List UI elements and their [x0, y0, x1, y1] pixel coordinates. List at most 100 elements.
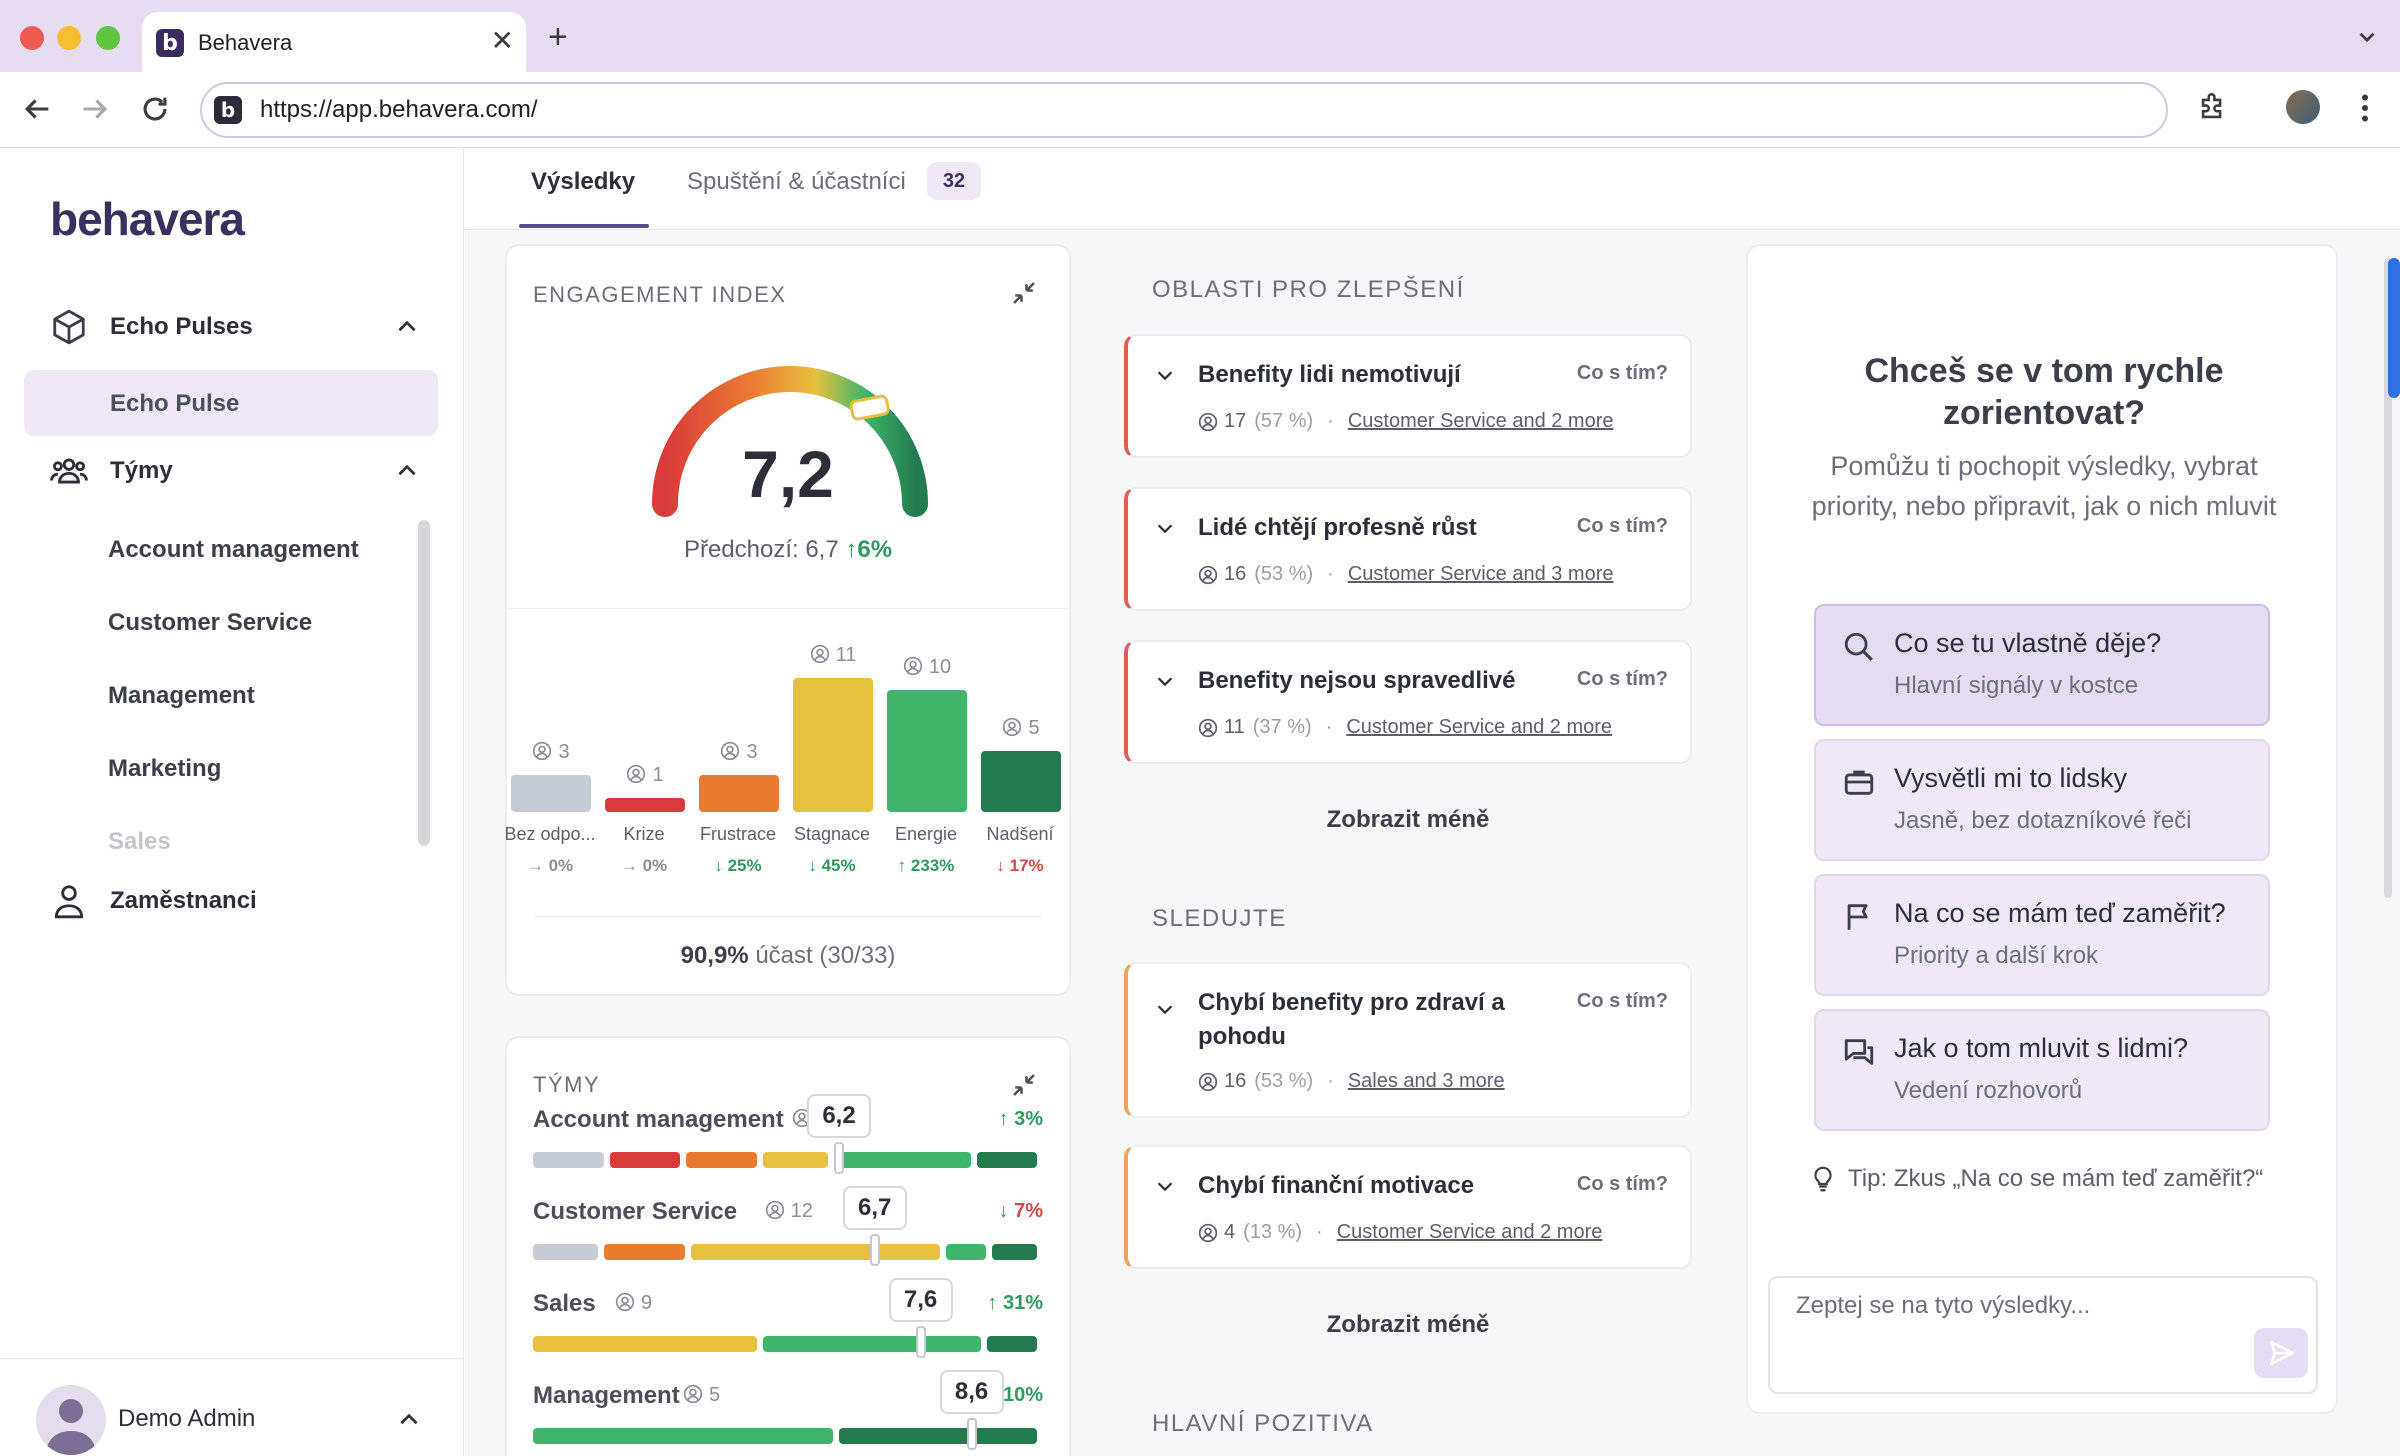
extensions-puzzle-icon[interactable] [2196, 90, 2230, 124]
bar-2[interactable] [699, 775, 779, 812]
card-divider [507, 608, 1069, 609]
send-icon [2269, 1340, 2295, 1366]
area-teams-link[interactable]: Customer Service and 2 more [1346, 716, 1613, 738]
area-teams-link[interactable]: Customer Service and 3 more [1347, 563, 1614, 585]
back-arrow-icon[interactable] [20, 92, 54, 126]
sidebar-item-sales[interactable]: Sales [108, 828, 171, 855]
show-less-button[interactable]: Zobrazit méně [1326, 1311, 1490, 1338]
send-button[interactable] [2254, 1328, 2308, 1378]
area-meta: 16 (53 %) · Sales and 3 more [1198, 1070, 1505, 1093]
url-text[interactable]: https://app.behavera.com/ [260, 96, 538, 123]
forward-arrow-icon[interactable] [78, 92, 112, 126]
behavera-logo[interactable]: behavera [50, 193, 245, 245]
page-scrollbar[interactable] [2384, 258, 2392, 898]
bar-1[interactable] [605, 798, 685, 812]
nav-group-teams[interactable]: Týmy [50, 452, 420, 490]
meta-separator: · [1327, 410, 1334, 432]
what-to-do-button[interactable]: Co s tím? [1576, 1173, 1668, 1195]
tip-text: Tip: Zkus „Na co se mám teď zaměřit?“ [1848, 1165, 2264, 1192]
assistant-option-what-happens[interactable]: Co se tu vlastně děje? Hlavní signály v … [1814, 604, 2270, 726]
team-bar-segment [533, 1336, 757, 1352]
sidebar-item-customer-service[interactable]: Customer Service [108, 609, 313, 636]
team-bar-segment [833, 1152, 971, 1168]
area-title: Chybí benefity pro zdraví a pohodu [1198, 989, 1505, 1050]
area-teams-link[interactable]: Sales and 3 more [1347, 1070, 1505, 1092]
team-score-bubble: 8,6 [939, 1370, 1004, 1414]
chevron-up-icon[interactable] [394, 458, 420, 484]
bar-5[interactable] [981, 751, 1061, 812]
area-card[interactable]: Lidé chtějí profesně růst Co s tím? 16 (53 … [1124, 487, 1692, 611]
user-menu[interactable]: Demo Admin [0, 1358, 464, 1456]
chevron-up-icon[interactable] [394, 314, 420, 340]
team-score-marker[interactable] [834, 1142, 844, 1174]
chevron-down-icon[interactable] [1154, 1175, 1176, 1197]
tab-close-icon[interactable]: ✕ [490, 25, 514, 56]
what-to-do-button[interactable]: Co s tím? [1576, 990, 1668, 1012]
tab-search-chevron-icon[interactable] [2354, 24, 2380, 50]
browser-toolbar: b https://app.behavera.com/ [0, 72, 2400, 148]
chevron-up-icon[interactable] [396, 1407, 422, 1433]
collapse-icon[interactable] [1009, 1070, 1039, 1100]
bar-4[interactable] [887, 690, 967, 812]
team-score-marker[interactable] [915, 1326, 926, 1358]
sidebar-item-employees[interactable]: Zaměstnanci [50, 882, 420, 920]
bar-3[interactable] [793, 678, 873, 812]
assistant-question-input[interactable]: Zeptej se na tyto výsledky... [1768, 1276, 2318, 1394]
chevron-down-icon[interactable] [1154, 364, 1176, 386]
new-tab-button[interactable]: + [548, 18, 568, 56]
area-count: 16 [1224, 1070, 1247, 1092]
bar-change: → 0% [620, 856, 668, 875]
area-title: Benefity lidi nemotivují [1198, 361, 1461, 388]
engagement-index-card: ENGAGEMENT INDEX 7,2 Předchozí: 6,7 ↑6% … [504, 244, 1071, 996]
sidebar-item-echo-pulse[interactable]: Echo Pulse [24, 370, 438, 436]
area-card[interactable]: Benefity lidi nemotivují Co s tím? 17 (57 %… [1124, 334, 1692, 458]
area-teams-link[interactable]: Customer Service and 2 more [1336, 1221, 1603, 1243]
assistant-heading: Chceš se v tom rychle zorientovat? [1864, 352, 2224, 432]
area-card[interactable]: Chybí benefity pro zdraví a pohodu Co s t… [1124, 962, 1692, 1118]
assistant-option-focus[interactable]: Na co se mám teď zaměřit? Priority a dal… [1814, 874, 2270, 996]
nav-group-echo-pulses[interactable]: Echo Pulses [50, 308, 420, 346]
show-less-button[interactable]: Zobrazit méně [1326, 806, 1490, 833]
option-title: Vysvětli mi to lidsky [1894, 763, 2128, 793]
team-row-name[interactable]: Account management [533, 1106, 784, 1133]
what-to-do-button[interactable]: Co s tím? [1576, 515, 1668, 537]
window-minimize-button[interactable] [57, 26, 81, 50]
team-row-name[interactable]: Sales [533, 1290, 596, 1317]
area-card[interactable]: Chybí finanční motivace Co s tím? 4 (13 %) ·… [1124, 1145, 1692, 1269]
bar-label: Bez odpo... [504, 824, 596, 844]
teams-card: TÝMY Account management ↑ 3% 6,2 Customer S… [505, 1036, 1071, 1456]
team-row-change: ↑ 31% [987, 1292, 1043, 1314]
what-to-do-button[interactable]: Co s tím? [1576, 668, 1668, 690]
assistant-option-explain[interactable]: Vysvětli mi to lidsky Jasně, bez dotazní… [1814, 739, 2270, 861]
chevron-down-icon[interactable] [1154, 517, 1176, 539]
bar-0[interactable] [511, 775, 591, 812]
area-teams-link[interactable]: Customer Service and 2 more [1347, 410, 1614, 432]
browser-menu-icon[interactable] [2350, 90, 2380, 126]
chevron-down-icon[interactable] [1154, 998, 1176, 1020]
option-subtitle: Priority a další krok [1894, 942, 2099, 969]
card-divider [533, 916, 1043, 917]
chevron-down-icon[interactable] [1154, 670, 1176, 692]
sidebar-item-account-management[interactable]: Account management [108, 536, 359, 563]
team-bar-segment [533, 1244, 599, 1260]
sidebar-scrollbar[interactable] [418, 520, 430, 846]
team-score-marker[interactable] [966, 1418, 977, 1450]
team-row-name[interactable]: Management [533, 1382, 680, 1409]
reload-icon[interactable] [138, 92, 172, 126]
window-close-button[interactable] [20, 26, 44, 50]
team-score-marker[interactable] [869, 1234, 880, 1266]
assistant-option-talk[interactable]: Jak o tom mluvit s lidmi? Vedení rozhovo… [1814, 1009, 2270, 1131]
browser-tab[interactable]: b Behavera ✕ [142, 12, 526, 74]
profile-avatar-icon[interactable] [2286, 90, 2320, 124]
address-bar[interactable]: b https://app.behavera.com/ [200, 82, 2168, 138]
tab-results[interactable]: Výsledky [531, 168, 636, 195]
collapse-icon[interactable] [1009, 278, 1039, 308]
tab-launch-participants[interactable]: Spuštění & účastníci [687, 168, 906, 195]
area-card[interactable]: Benefity nejsou spravedlivé Co s tím? 11 (3… [1124, 640, 1692, 764]
sidebar-item-management[interactable]: Management [108, 682, 255, 709]
what-to-do-button[interactable]: Co s tím? [1576, 362, 1668, 384]
sidebar-item-marketing[interactable]: Marketing [108, 755, 222, 782]
window-zoom-button[interactable] [96, 26, 120, 50]
page-scrollbar-thumb[interactable] [2388, 258, 2400, 398]
team-row-name[interactable]: Customer Service [533, 1198, 738, 1225]
